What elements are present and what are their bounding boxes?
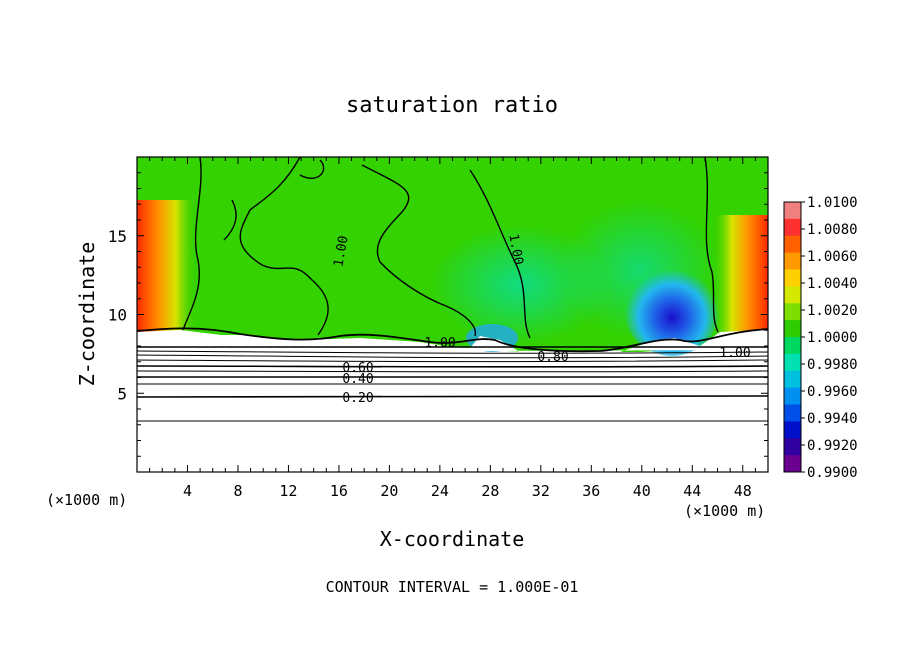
contour-label: 0.40 [342, 372, 373, 387]
contour-lines [137, 157, 768, 422]
x-tick-label: 44 [683, 482, 701, 500]
colorbar-swatch [784, 218, 801, 237]
contour-0.20 [137, 395, 768, 399]
contour-0.50 [137, 370, 768, 373]
contour-1.00-left [182, 157, 202, 331]
contour-1.00-e [223, 199, 237, 241]
y-tick-label: 15 [108, 227, 127, 246]
contour-0.60 [137, 365, 768, 368]
y-axis-label: Z-coordinate [75, 242, 99, 387]
x-tick-label: 36 [582, 482, 600, 500]
contour-labels: 1.00 1.00 1.00 1.00 0.80 0.60 0.40 0.20 [331, 233, 750, 406]
contour-label: 1.00 [719, 346, 750, 361]
colorbar-swatch [784, 337, 801, 355]
x-axis-label: X-coordinate [380, 527, 525, 551]
colorbar-label: 1.0020 [807, 303, 858, 319]
colorbar-label: 0.9920 [807, 438, 858, 454]
colorbar-swatch [784, 387, 801, 405]
contour-1.00-c [469, 169, 531, 339]
colorbar: 1.0100 1.0080 1.0060 1.0040 1.0020 1.0000 0.99… [783, 195, 858, 481]
colorbar-swatch [784, 303, 801, 321]
contour-0.70 [137, 359, 768, 363]
colorbar-swatch [784, 286, 801, 304]
colorbar-swatch [784, 320, 801, 338]
x-unit-left: (×1000 m) [46, 491, 127, 509]
colorbar-swatch [784, 269, 801, 287]
colorbar-swatch [784, 438, 801, 456]
colorbar-swatch [784, 404, 801, 422]
contour-label: 0.60 [342, 361, 373, 376]
colorbar-label: 1.0060 [807, 249, 858, 265]
colorbar-label: 0.9960 [807, 384, 858, 400]
x-tick-label: 16 [330, 482, 348, 500]
contour-1.00-b [361, 164, 477, 337]
colorbar-swatch [784, 235, 801, 254]
plot-area: 1.00 1.00 1.00 1.00 0.80 0.60 0.40 0.20 [137, 157, 768, 472]
contour-0.80-b [137, 350, 768, 354]
supersaturated-right [712, 215, 768, 332]
contour-interval-note: CONTOUR INTERVAL = 1.000E-01 [326, 578, 579, 596]
x-tick-label: 28 [481, 482, 499, 500]
contour-label: 1.00 [424, 336, 455, 351]
colorbar-swatch [784, 252, 801, 270]
colorbar-label: 0.9900 [807, 465, 858, 481]
contour-label: 0.20 [342, 391, 373, 406]
colorbar-label: 1.0100 [807, 195, 858, 211]
x-tick-label: 40 [633, 482, 651, 500]
colorbar-label: 0.9980 [807, 357, 858, 373]
colorbar-label: 1.0040 [807, 276, 858, 292]
subsaturated-core [624, 260, 720, 356]
y-tick-label: 10 [108, 306, 127, 325]
contour-label: 0.80 [537, 350, 568, 365]
colorbar-swatch [784, 353, 801, 372]
x-tick-label: 8 [233, 482, 242, 500]
colorbar-label: 0.9940 [807, 411, 858, 427]
colorbar-label: 1.0080 [807, 222, 858, 238]
x-tick-label: 20 [380, 482, 398, 500]
contour-1.00-a [239, 157, 329, 336]
x-axis-ticks: 4 8 12 16 20 24 28 32 36 40 44 48 [149, 157, 756, 500]
contour-0.80-c [137, 354, 768, 359]
contour-label: 1.00 [505, 233, 525, 266]
contour-1.00-d [704, 157, 719, 333]
colorbar-label: 1.0000 [807, 330, 858, 346]
colorbar-swatch [784, 455, 801, 473]
contour-label: 1.00 [331, 235, 351, 268]
x-tick-label: 32 [532, 482, 550, 500]
supersaturated-left [137, 200, 197, 332]
x-unit-right: (×1000 m) [684, 502, 765, 520]
colorbar-swatch [784, 370, 801, 389]
y-tick-label: 5 [117, 384, 127, 403]
x-tick-label: 4 [183, 482, 192, 500]
chart-title: saturation ratio [346, 93, 558, 118]
y-axis-ticks: 5 10 15 [108, 172, 768, 457]
colorbar-swatch [784, 421, 801, 439]
x-tick-label: 12 [279, 482, 297, 500]
x-tick-label: 48 [734, 482, 752, 500]
contour-1.00-f [299, 159, 325, 179]
contour-cloud-boundary [137, 327, 768, 353]
colorbar-swatch [784, 202, 801, 220]
x-tick-label: 24 [431, 482, 449, 500]
